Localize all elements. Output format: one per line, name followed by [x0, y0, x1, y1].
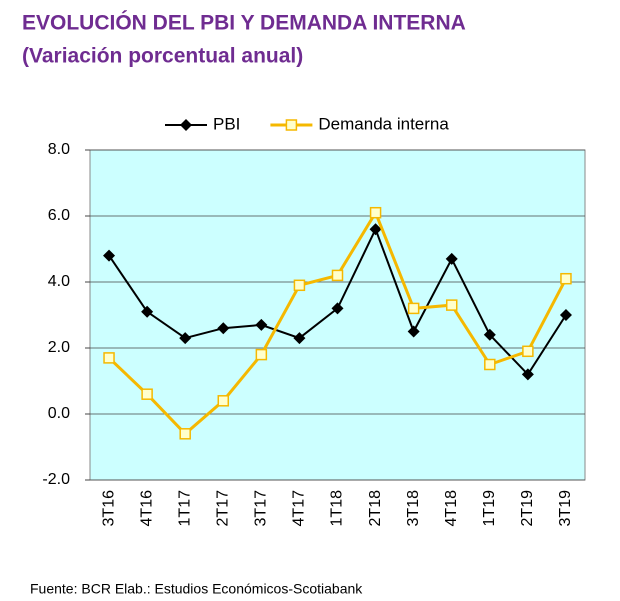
- marker: [483, 328, 496, 341]
- marker: [179, 428, 191, 440]
- marker: [407, 302, 420, 315]
- marker: [369, 223, 382, 236]
- legend-label: Demanda interna: [318, 114, 449, 133]
- chart-title: EVOLUCIÓN DEL PBI Y DEMANDA INTERNA: [22, 11, 466, 35]
- marker: [217, 322, 230, 335]
- y-tick-label: 8.0: [48, 141, 70, 158]
- x-tick-label: 1T18: [329, 490, 346, 527]
- marker: [285, 119, 298, 131]
- marker: [445, 299, 458, 311]
- chart-subtitle: (Variación porcentual anual): [22, 45, 303, 68]
- marker: [484, 358, 496, 371]
- x-tick-label: 1T17: [176, 490, 193, 527]
- marker: [103, 352, 115, 364]
- x-tick-label: 3T17: [253, 490, 270, 527]
- x-tick-label: 4T18: [443, 490, 460, 527]
- marker: [179, 332, 192, 345]
- marker: [255, 318, 268, 331]
- marker: [445, 252, 458, 265]
- y-tick-label: 0.0: [48, 405, 70, 422]
- y-tick-label: -2.0: [42, 471, 70, 488]
- marker: [180, 119, 192, 131]
- marker: [293, 332, 306, 345]
- marker: [407, 325, 420, 338]
- x-tick-label: 2T17: [214, 490, 231, 527]
- marker: [521, 368, 534, 381]
- x-tick-label: 2T18: [367, 490, 384, 527]
- x-tick-label: 4T17: [291, 490, 308, 527]
- marker: [293, 279, 306, 292]
- marker: [255, 348, 268, 361]
- marker: [103, 249, 116, 262]
- source: Fuente: BCR Elab.: Estudios Económicos-S…: [30, 581, 363, 597]
- x-tick-label: 1T19: [481, 490, 498, 527]
- marker: [217, 395, 230, 407]
- x-tick-label: 3T16: [100, 490, 117, 527]
- marker: [559, 309, 572, 321]
- marker: [369, 206, 382, 219]
- marker: [141, 305, 154, 318]
- plot-area: [89, 149, 586, 481]
- marker: [331, 302, 344, 315]
- marker: [522, 345, 534, 358]
- x-tick-label: 3T18: [405, 490, 422, 527]
- legend-label: PBI: [213, 114, 240, 133]
- y-tick-label: 4.0: [48, 273, 70, 290]
- y-tick-label: 2.0: [48, 339, 70, 356]
- y-tick-label: 6.0: [48, 207, 70, 224]
- marker: [560, 272, 572, 285]
- x-tick-label: 4T16: [138, 490, 155, 527]
- x-tick-label: 2T19: [519, 490, 536, 527]
- marker: [331, 269, 344, 282]
- marker: [141, 388, 153, 400]
- x-tick-label: 3T19: [557, 490, 574, 527]
